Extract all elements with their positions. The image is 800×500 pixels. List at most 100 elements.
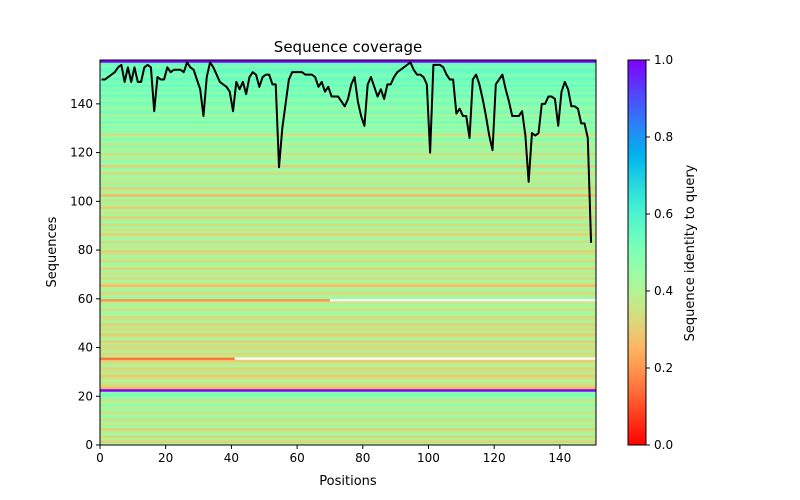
heatmap-row xyxy=(100,440,596,443)
x-axis-label: Positions xyxy=(319,474,377,489)
heatmap xyxy=(100,60,596,446)
heatmap-row xyxy=(100,430,596,434)
heatmap-row xyxy=(100,167,596,170)
heatmap-row xyxy=(100,391,596,395)
heatmap-row xyxy=(100,245,596,248)
heatmap-row xyxy=(100,155,596,158)
heatmap-row xyxy=(100,145,596,149)
heatmap-row xyxy=(100,415,596,419)
heatmap-row xyxy=(100,379,596,382)
y-tick-label: 40 xyxy=(78,341,93,355)
heatmap-row xyxy=(100,359,596,363)
y-tick-label: 60 xyxy=(78,292,93,306)
heatmap-row xyxy=(100,401,596,404)
y-tick-label: 80 xyxy=(78,243,93,257)
x-tick-label: 120 xyxy=(483,451,506,465)
heatmap-row xyxy=(100,354,596,358)
heatmap-row xyxy=(100,201,596,205)
heatmap-row xyxy=(100,303,596,307)
heatmap-row xyxy=(100,264,596,268)
heatmap-row xyxy=(100,325,596,329)
heatmap-row xyxy=(100,113,596,117)
colorbar-tick-label: 0.4 xyxy=(654,284,673,298)
heatmap-row xyxy=(100,142,596,146)
heatmap-row xyxy=(100,320,596,324)
heatmap-row xyxy=(100,247,596,251)
heatmap-row xyxy=(100,118,596,122)
heatmap-row xyxy=(100,306,596,309)
heatmap-row xyxy=(100,254,596,258)
heatmap-row xyxy=(100,406,596,409)
colorbar xyxy=(627,59,647,446)
heatmap-row xyxy=(100,408,596,412)
heatmap-row xyxy=(100,128,596,131)
heatmap-row xyxy=(100,194,596,197)
heatmap-row xyxy=(100,174,596,178)
heatmap-row xyxy=(100,296,596,300)
heatmap-row xyxy=(100,291,596,295)
heatmap-row xyxy=(100,69,596,73)
heatmap-row xyxy=(100,215,596,219)
heatmap-row xyxy=(100,218,596,222)
y-axis-ticks: 0 20 40 60 80 100 120 140 xyxy=(70,97,100,452)
y-tick-label: 100 xyxy=(70,194,93,208)
heatmap-row xyxy=(100,423,596,426)
heatmap-row xyxy=(100,86,596,90)
heatmap-row xyxy=(100,74,596,78)
heatmap-row xyxy=(100,123,596,127)
heatmap-row xyxy=(100,101,596,105)
heatmap-row xyxy=(100,313,596,317)
heatmap-row xyxy=(100,72,596,75)
heatmap-row xyxy=(100,250,596,253)
heatmap-row xyxy=(100,252,596,256)
heatmap-row xyxy=(100,286,596,290)
heatmap-row xyxy=(100,152,596,156)
heatmap-row xyxy=(100,111,596,114)
heatmap-row xyxy=(100,435,596,438)
heatmap-row xyxy=(100,157,596,161)
heatmap-row xyxy=(100,147,596,151)
heatmap-row xyxy=(100,367,596,370)
heatmap-row xyxy=(100,196,596,200)
heatmap-row xyxy=(100,308,596,312)
heatmap-row xyxy=(100,91,596,95)
heatmap-row xyxy=(100,162,596,166)
colorbar-ticks: 0.0 0.2 0.4 0.6 0.8 1.0 xyxy=(646,53,673,452)
heatmap-row xyxy=(100,328,596,331)
heatmap-row xyxy=(100,223,596,226)
heatmap-row xyxy=(100,198,596,202)
heatmap-row xyxy=(100,362,596,365)
heatmap-row xyxy=(100,369,596,373)
heatmap-row xyxy=(100,318,596,322)
x-axis-ticks: 0 20 40 60 80 100 120 140 xyxy=(96,445,571,465)
heatmap-row xyxy=(100,269,596,273)
heatmap-row xyxy=(100,323,596,326)
colorbar-tick-label: 0.8 xyxy=(654,130,673,144)
heatmap-row xyxy=(100,437,596,441)
heatmap-row xyxy=(100,276,596,280)
heatmap-row xyxy=(100,374,596,378)
heatmap-row xyxy=(100,235,596,239)
heatmap-row xyxy=(100,386,596,390)
heatmap-row xyxy=(100,213,596,217)
colorbar-tick-label: 0.6 xyxy=(654,207,673,221)
y-axis-label: Sequences xyxy=(45,216,60,287)
heatmap-row xyxy=(100,364,596,368)
y-tick-label: 20 xyxy=(78,389,93,403)
heatmap-row xyxy=(100,181,596,185)
plot-frame xyxy=(99,59,597,446)
heatmap-row xyxy=(100,225,596,229)
heatmap-row xyxy=(100,130,596,134)
heatmap-row xyxy=(100,376,596,380)
heatmap-row xyxy=(100,418,596,421)
heatmap-row xyxy=(100,116,596,119)
heatmap-row xyxy=(100,233,596,236)
x-tick-label: 140 xyxy=(548,451,571,465)
heatmap-row xyxy=(100,237,596,241)
heatmap-row xyxy=(100,393,596,397)
x-tick-label: 40 xyxy=(224,451,239,465)
heatmap-row xyxy=(100,381,596,385)
heatmap-row xyxy=(100,77,596,80)
heatmap-row xyxy=(100,281,596,285)
heatmap-row xyxy=(100,189,596,192)
